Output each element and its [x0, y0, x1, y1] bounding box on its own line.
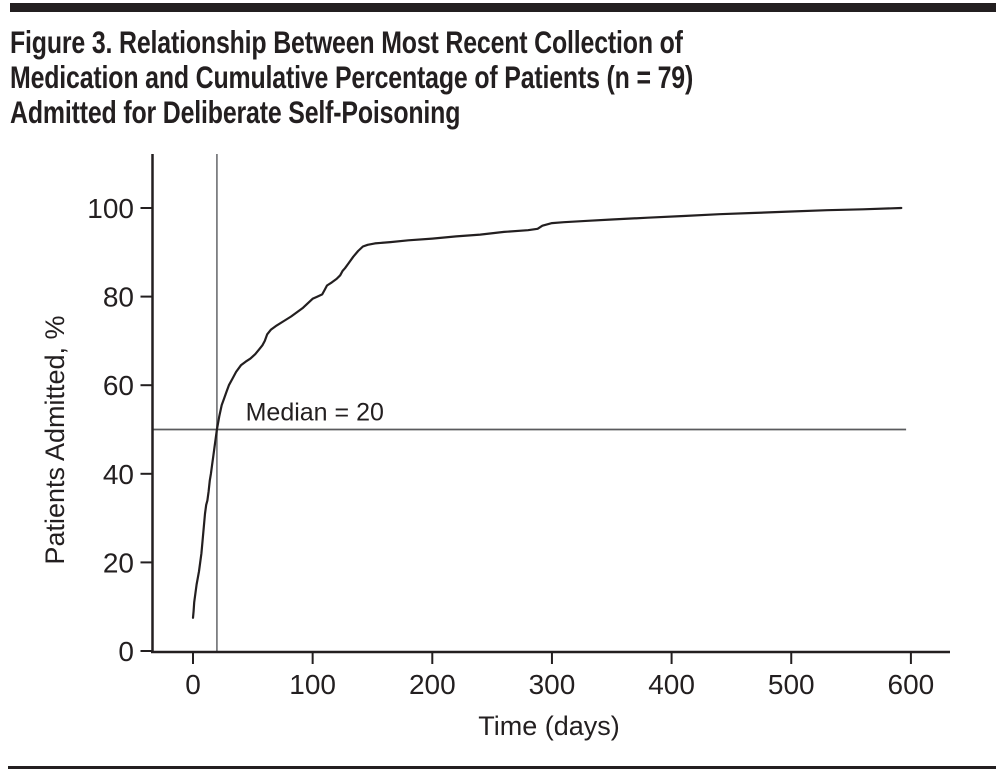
y-axis-label: Patients Admitted, % — [40, 315, 70, 564]
x-tick-label: 200 — [409, 669, 456, 700]
y-tick-label: 40 — [103, 459, 134, 490]
bottom-rule — [8, 766, 996, 769]
median-annotation: Median = 20 — [246, 399, 384, 427]
top-rule — [10, 3, 996, 12]
figure-title: Figure 3. Relationship Between Most Rece… — [10, 25, 875, 130]
x-tick-label: 100 — [289, 669, 336, 700]
y-ticks: 0 20 40 60 80 100 — [87, 193, 152, 667]
figure-title-line-1: Figure 3. Relationship Between Most Rece… — [10, 24, 683, 60]
y-tick-label: 20 — [103, 547, 134, 578]
y-tick-label: 100 — [87, 193, 134, 224]
x-axis-label: Time (days) — [478, 711, 620, 741]
x-tick-label: 300 — [529, 669, 576, 700]
figure-title-line-2: Medication and Cumulative Percentage of … — [10, 59, 694, 95]
x-tick-label: 400 — [648, 669, 695, 700]
cumulative-curve — [191, 206, 903, 619]
x-tick-label: 0 — [185, 669, 201, 700]
y-tick-label: 0 — [118, 636, 134, 667]
x-tick-label: 600 — [888, 669, 935, 700]
x-ticks: 0 100 200 300 400 500 600 — [185, 652, 934, 700]
x-tick-label: 500 — [768, 669, 815, 700]
y-tick-label: 80 — [103, 282, 134, 313]
figure-title-line-3: Admitted for Deliberate Self-Poisoning — [10, 94, 461, 130]
y-tick-label: 60 — [103, 370, 134, 401]
